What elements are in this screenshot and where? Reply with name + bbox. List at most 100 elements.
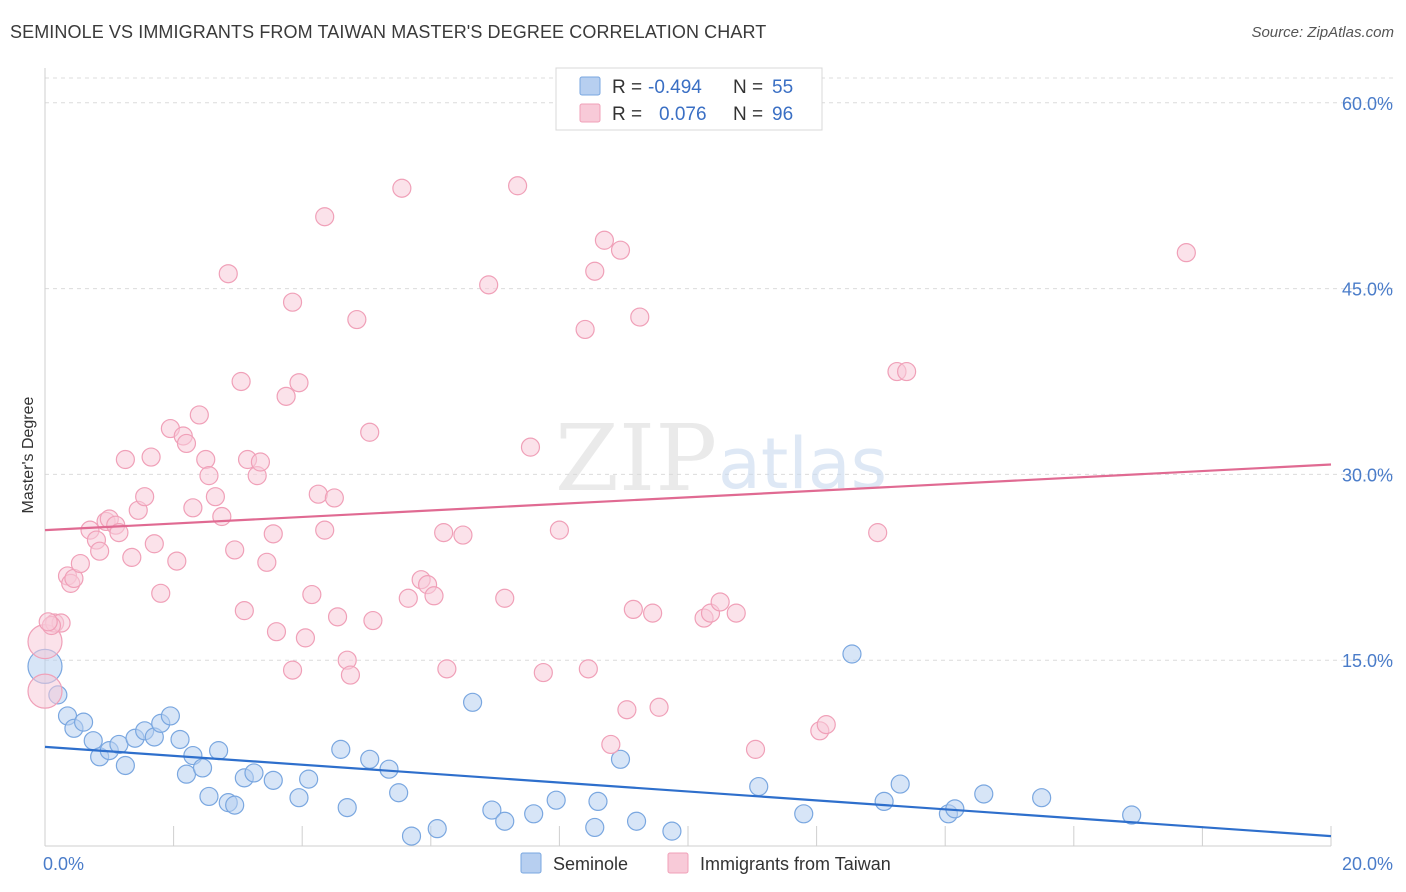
legend-swatch-taiwan (579, 103, 601, 123)
point-seminole-15 (170, 729, 190, 750)
point-taiwan-76 (601, 734, 621, 755)
point-taiwan-89 (816, 715, 836, 735)
point-taiwan-51 (324, 488, 344, 508)
point-taiwan-14 (109, 523, 129, 543)
point-taiwan-29 (199, 466, 219, 486)
point-taiwan-31 (212, 506, 232, 527)
point-taiwan-30 (205, 487, 225, 507)
point-taiwan-85 (710, 592, 730, 612)
bottom-legend-swatch-seminole (520, 852, 542, 874)
point-taiwan-82 (649, 697, 669, 717)
point-seminole-35 (462, 692, 483, 712)
trend-line-taiwan (44, 463, 1332, 532)
point-seminole-25 (263, 770, 283, 790)
point-taiwan-57 (363, 610, 383, 631)
x-tick-label-1: 20.0% (1342, 854, 1393, 874)
point-seminole-48 (874, 791, 894, 812)
y-tick-label-0: 15.0% (1342, 651, 1393, 671)
point-taiwan-39 (257, 552, 277, 572)
point-taiwan-46 (295, 628, 316, 648)
source-credit: Source: ZipAtlas.com (1251, 24, 1394, 41)
point-taiwan-68 (508, 176, 528, 196)
point-taiwan-42 (276, 386, 296, 406)
point-seminole-9 (115, 755, 135, 776)
point-taiwan-43 (282, 292, 303, 312)
point-taiwan-59 (398, 588, 418, 608)
chart-title: SEMINOLE VS IMMIGRANTS FROM TAIWAN MASTE… (10, 22, 767, 42)
point-seminole-28 (331, 739, 351, 759)
point-seminole-32 (389, 783, 409, 803)
point-taiwan-93 (1176, 243, 1196, 263)
point-taiwan-65 (453, 525, 473, 545)
point-taiwan-81 (643, 603, 663, 623)
point-taiwan-18 (135, 487, 155, 507)
point-seminole-5 (83, 731, 103, 751)
point-seminole-54 (1122, 805, 1142, 825)
point-seminole-46 (794, 804, 814, 824)
point-taiwan-58 (392, 178, 412, 198)
point-taiwan-77 (610, 240, 631, 260)
point-seminole-24 (244, 763, 264, 783)
point-taiwan-26 (183, 498, 203, 518)
point-taiwan-80 (630, 307, 650, 327)
point-taiwan-7 (70, 553, 90, 574)
y-tick-label-2: 45.0% (1342, 280, 1393, 300)
point-seminole-16 (176, 764, 197, 784)
legend-r-label-seminole: R = (612, 77, 642, 98)
point-seminole-19 (199, 786, 219, 807)
point-taiwan-32 (218, 264, 238, 284)
legend: R = -0.494 N = 55 R = 0.076 N = 96 (555, 67, 823, 131)
point-taiwan-72 (575, 319, 595, 340)
point-taiwan-33 (225, 540, 245, 560)
point-taiwan-86 (726, 603, 746, 623)
point-taiwan-62 (424, 586, 444, 606)
point-taiwan-79 (623, 599, 643, 620)
point-seminole-40 (585, 817, 605, 838)
point-seminole-18 (192, 758, 213, 778)
bottom-legend: Seminole Immigrants from Taiwan (520, 852, 891, 874)
point-seminole-20 (209, 741, 229, 761)
point-seminole-4 (73, 712, 94, 732)
point-taiwan-38 (250, 452, 271, 472)
legend-r-value-taiwan: 0.076 (659, 104, 707, 125)
point-taiwan-28 (196, 449, 216, 470)
point-seminole-22 (225, 795, 245, 815)
point-taiwan-40 (263, 524, 283, 544)
y-tick-label-1: 30.0% (1342, 465, 1393, 485)
point-taiwan-19 (141, 447, 161, 467)
legend-n-label-taiwan: N = (733, 104, 763, 125)
point-taiwan-71 (549, 520, 570, 540)
point-taiwan-54 (340, 665, 361, 685)
point-taiwan-63 (434, 523, 454, 543)
point-taiwan-48 (308, 484, 328, 504)
axes (44, 68, 1332, 847)
point-seminole-27 (299, 769, 319, 789)
point-seminole-36 (482, 800, 502, 820)
point-taiwan-69 (520, 437, 541, 457)
point-seminole-49 (890, 774, 910, 794)
point-taiwan-16 (122, 547, 142, 567)
trend-line-seminole (44, 745, 1332, 838)
point-seminole-31 (379, 759, 399, 779)
point-seminole-45 (749, 776, 769, 797)
point-taiwan-95 (38, 612, 58, 632)
point-taiwan-50 (315, 520, 335, 540)
point-seminole-29 (337, 797, 357, 818)
point-seminole-43 (626, 811, 647, 831)
watermark-zip: ZIP (555, 405, 717, 512)
x-tick-label-0: 0.0% (43, 854, 84, 874)
point-taiwan-56 (360, 422, 380, 442)
point-taiwan-10 (90, 541, 110, 561)
point-taiwan-44 (282, 660, 303, 680)
point-taiwan-1 (27, 673, 63, 709)
point-taiwan-47 (302, 584, 322, 605)
point-seminole-34 (427, 819, 447, 839)
point-taiwan-87 (745, 739, 766, 759)
point-seminole-26 (289, 788, 309, 808)
y-axis-label: Master's Degree (20, 396, 37, 513)
bottom-legend-label-taiwan: Immigrants from Taiwan (700, 854, 891, 874)
point-taiwan-55 (347, 309, 367, 330)
watermark-atlas: atlas (718, 423, 887, 505)
grid-lines (45, 77, 1393, 661)
point-taiwan-27 (189, 405, 209, 425)
